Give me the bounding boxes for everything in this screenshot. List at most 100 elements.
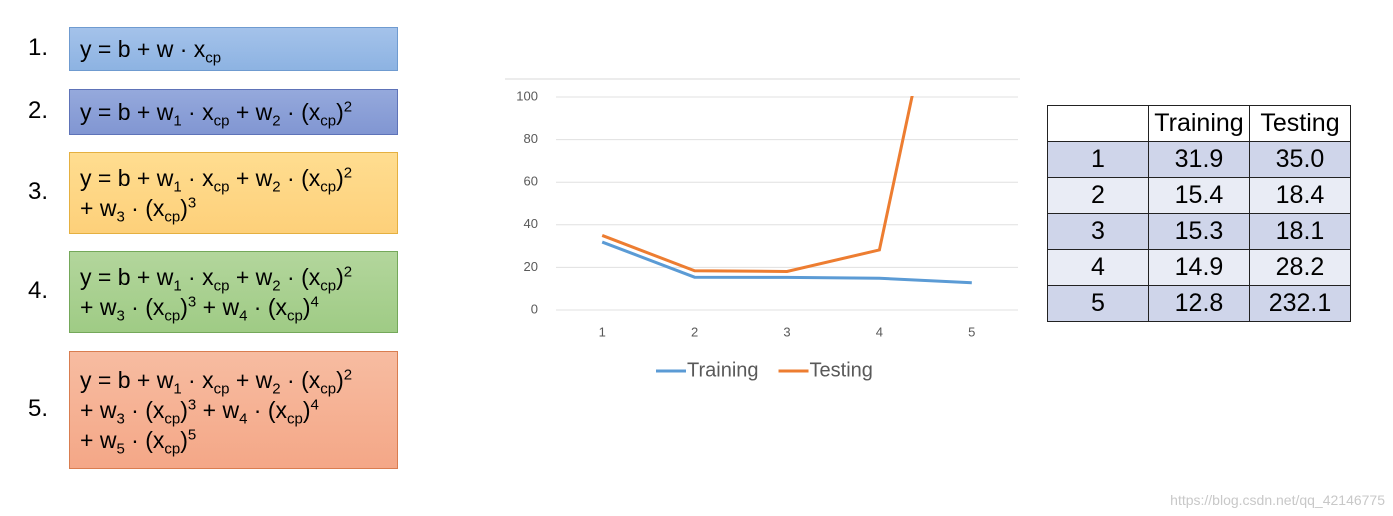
subscript: cp [164,440,181,458]
subscript: 2 [272,112,281,130]
superscript: 4 [310,396,319,414]
subscript: 3 [116,307,125,325]
subscript: cp [320,277,337,295]
formula-text: y = b + w [80,165,174,191]
subscript: 2 [272,380,281,398]
y-tick-label: 80 [524,131,538,146]
subscript: cp [213,277,230,295]
table-cell: 5 [1047,285,1149,322]
formula-text: · (x [280,99,321,125]
watermark: https://blog.csdn.net/qq_42146775 [1170,492,1385,508]
y-tick-label: 100 [516,88,538,103]
table-cell: 4 [1047,249,1149,286]
formula-text: · x [181,367,214,393]
subscript: 1 [173,277,182,295]
formula-text: ) [336,367,344,393]
superscript: 2 [343,366,353,384]
line-series [601,96,914,273]
superscript: 3 [187,293,197,311]
table-cell: 15.4 [1148,177,1250,214]
formula-text: ) [336,99,344,125]
subscript: 2 [272,178,281,196]
formula-text: ) [180,397,188,423]
formula-text: + w [196,397,240,423]
table-row: 3 15.3 18.1 [1047,213,1351,250]
formula-text: · (x [124,195,165,221]
formula-text: · x [181,264,214,290]
formula-text: · (x [280,367,321,393]
table-cell: 14.9 [1148,249,1250,286]
formula-line: y = b + w1 · xcp + w2 · (xcp)2 [80,163,387,196]
x-tick-label: 2 [691,324,698,339]
subscript: 1 [173,380,182,398]
superscript: 5 [187,426,197,444]
superscript: 2 [343,164,353,182]
formula-text: ) [336,264,344,290]
formula-box: y = b + w1 · xcp + w2 · (xcp)2 + w3 · (xc… [69,351,398,469]
formula-number: 5. [28,395,49,422]
subscript: 1 [173,178,182,196]
table-cell: 15.3 [1148,213,1250,250]
subscript: cp [164,307,181,325]
x-tick-label: 4 [876,324,883,339]
formula-text: ) [302,294,311,320]
formula-text: + w [229,264,273,290]
formula-text: ) [180,195,188,221]
subscript: cp [320,178,337,196]
subscript: cp [213,112,230,130]
formula-box: y = b + w1 · xcp + w2 · (xcp)2 + w3 · (xc… [69,152,398,234]
formula-text: y = b + w [80,99,174,125]
header-cell: Testing [1249,105,1351,142]
subscript: 5 [116,440,125,458]
formula-text: y = b + w · x [80,36,206,62]
formula-text: · (x [247,397,288,423]
table-cell: 18.4 [1249,177,1351,214]
formula-text: y = b + w [80,264,174,290]
formula-line: y = b + w1 · xcp + w2 · (xcp)2 [80,262,387,295]
header-row: Training Testing [1047,105,1351,142]
formula-text: ) [180,427,188,453]
formula-number: 4. [28,277,49,304]
formula-text: · (x [280,165,321,191]
subscript: cp [213,178,230,196]
table-cell: 28.2 [1249,249,1351,286]
subscript: cp [320,380,337,398]
formula-text: · x [181,165,214,191]
subscript: 4 [239,307,248,325]
subscript: cp [164,410,181,428]
results-table: Training Testing 1 31.9 35.0 2 15.4 18.4 3 15.3… [1047,105,1351,322]
formula-text: · (x [247,294,288,320]
superscript: 3 [187,194,197,212]
subscript: 2 [272,277,281,295]
subscript: cp [287,410,303,428]
corner-cell [1047,105,1149,142]
subscript: 3 [116,208,125,226]
formula-text: + w [80,397,117,423]
formula-text: ) [302,397,311,423]
superscript: 2 [343,263,353,281]
formula-number: 3. [28,178,49,205]
formula-text: · (x [280,264,321,290]
formula-box: y = b + w · xcp [69,27,398,71]
line-series [601,240,972,285]
formula-text: + w [229,165,273,191]
x-tick-label: 3 [783,324,790,339]
table-cell: 35.0 [1249,141,1351,178]
formula-number: 1. [28,34,49,61]
formula-text: + w [80,195,117,221]
subscript: 1 [173,112,182,130]
formula-text: + w [80,427,117,453]
superscript: 3 [187,396,197,414]
formula-box: y = b + w1 · xcp + w2 · (xcp)2 + w3 · (xc… [69,251,398,333]
table-row: 4 14.9 28.2 [1047,249,1351,286]
superscript: 2 [343,98,353,116]
header-cell: Training [1148,105,1250,142]
formula-text: · (x [124,294,165,320]
table-cell: 18.1 [1249,213,1351,250]
y-tick-label: 0 [531,301,538,316]
formula-text: + w [196,294,240,320]
x-tick-label: 1 [599,324,606,339]
formula-text: + w [80,294,117,320]
